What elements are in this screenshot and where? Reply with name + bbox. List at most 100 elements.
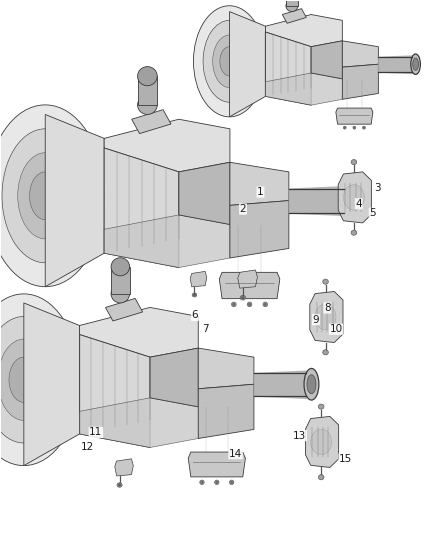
Text: 1: 1 — [257, 187, 264, 197]
Polygon shape — [265, 73, 343, 105]
Ellipse shape — [215, 480, 219, 484]
Polygon shape — [265, 14, 343, 47]
Ellipse shape — [363, 126, 365, 129]
Polygon shape — [343, 41, 378, 67]
Ellipse shape — [193, 294, 196, 296]
Polygon shape — [80, 398, 198, 448]
Text: 10: 10 — [329, 324, 343, 334]
Polygon shape — [198, 348, 254, 389]
Text: 15: 15 — [339, 454, 352, 464]
Polygon shape — [104, 119, 230, 172]
Ellipse shape — [351, 159, 357, 165]
Polygon shape — [265, 32, 311, 105]
Ellipse shape — [307, 375, 316, 394]
Polygon shape — [115, 459, 133, 476]
Text: 13: 13 — [293, 431, 307, 441]
Polygon shape — [338, 172, 371, 223]
Polygon shape — [190, 271, 207, 287]
Ellipse shape — [138, 95, 157, 115]
Ellipse shape — [264, 303, 266, 305]
Ellipse shape — [215, 481, 218, 483]
Ellipse shape — [9, 357, 39, 402]
Polygon shape — [111, 266, 130, 294]
Ellipse shape — [0, 105, 104, 287]
Polygon shape — [283, 9, 306, 23]
Polygon shape — [311, 41, 343, 79]
Polygon shape — [104, 215, 230, 268]
Ellipse shape — [248, 303, 251, 305]
Polygon shape — [150, 348, 198, 407]
Ellipse shape — [201, 481, 203, 483]
Ellipse shape — [138, 67, 157, 86]
Ellipse shape — [111, 285, 130, 303]
Polygon shape — [80, 335, 150, 448]
Text: 11: 11 — [89, 427, 102, 438]
Polygon shape — [24, 303, 80, 466]
Ellipse shape — [411, 54, 420, 75]
Ellipse shape — [240, 295, 246, 300]
Ellipse shape — [194, 6, 265, 117]
Polygon shape — [230, 200, 289, 258]
Polygon shape — [188, 452, 245, 477]
Text: 4: 4 — [355, 199, 362, 209]
Ellipse shape — [342, 184, 357, 217]
Ellipse shape — [230, 480, 234, 484]
Text: 5: 5 — [369, 208, 376, 219]
Ellipse shape — [304, 368, 319, 400]
Ellipse shape — [413, 58, 418, 70]
Polygon shape — [230, 12, 265, 117]
Ellipse shape — [192, 293, 197, 297]
Polygon shape — [179, 163, 230, 224]
Ellipse shape — [323, 350, 328, 355]
Ellipse shape — [353, 126, 356, 129]
Ellipse shape — [232, 302, 236, 307]
Polygon shape — [305, 416, 339, 467]
Ellipse shape — [0, 339, 50, 421]
Polygon shape — [104, 148, 179, 268]
Ellipse shape — [0, 294, 80, 466]
Text: 9: 9 — [313, 314, 319, 325]
Ellipse shape — [345, 190, 354, 211]
Polygon shape — [230, 163, 289, 205]
Ellipse shape — [286, 0, 298, 12]
Ellipse shape — [315, 304, 336, 330]
Polygon shape — [336, 108, 373, 124]
Polygon shape — [238, 270, 258, 288]
Text: 7: 7 — [202, 324, 208, 334]
Polygon shape — [219, 272, 280, 298]
Text: 14: 14 — [229, 449, 242, 458]
Ellipse shape — [247, 302, 252, 307]
Ellipse shape — [233, 303, 235, 305]
Text: 8: 8 — [324, 303, 331, 313]
Ellipse shape — [351, 230, 357, 235]
Ellipse shape — [200, 480, 204, 484]
Text: 12: 12 — [81, 442, 94, 452]
Polygon shape — [343, 64, 378, 99]
Ellipse shape — [117, 483, 122, 487]
Ellipse shape — [241, 296, 244, 299]
Ellipse shape — [343, 126, 346, 129]
Ellipse shape — [263, 302, 268, 307]
Polygon shape — [310, 292, 343, 343]
Text: 2: 2 — [240, 204, 246, 214]
Ellipse shape — [2, 129, 88, 263]
Ellipse shape — [353, 127, 355, 128]
Polygon shape — [45, 115, 104, 287]
Ellipse shape — [318, 475, 324, 480]
Ellipse shape — [343, 184, 364, 210]
Polygon shape — [106, 298, 143, 321]
Ellipse shape — [118, 484, 121, 486]
Text: 6: 6 — [192, 310, 198, 320]
Polygon shape — [198, 384, 254, 439]
Ellipse shape — [213, 35, 246, 87]
Ellipse shape — [323, 279, 328, 284]
Ellipse shape — [18, 153, 73, 239]
Ellipse shape — [0, 317, 65, 443]
Polygon shape — [132, 110, 171, 134]
Ellipse shape — [203, 20, 256, 102]
Ellipse shape — [311, 429, 332, 455]
Ellipse shape — [363, 127, 365, 128]
Polygon shape — [286, 0, 298, 6]
Ellipse shape — [318, 404, 324, 409]
Ellipse shape — [29, 172, 61, 220]
